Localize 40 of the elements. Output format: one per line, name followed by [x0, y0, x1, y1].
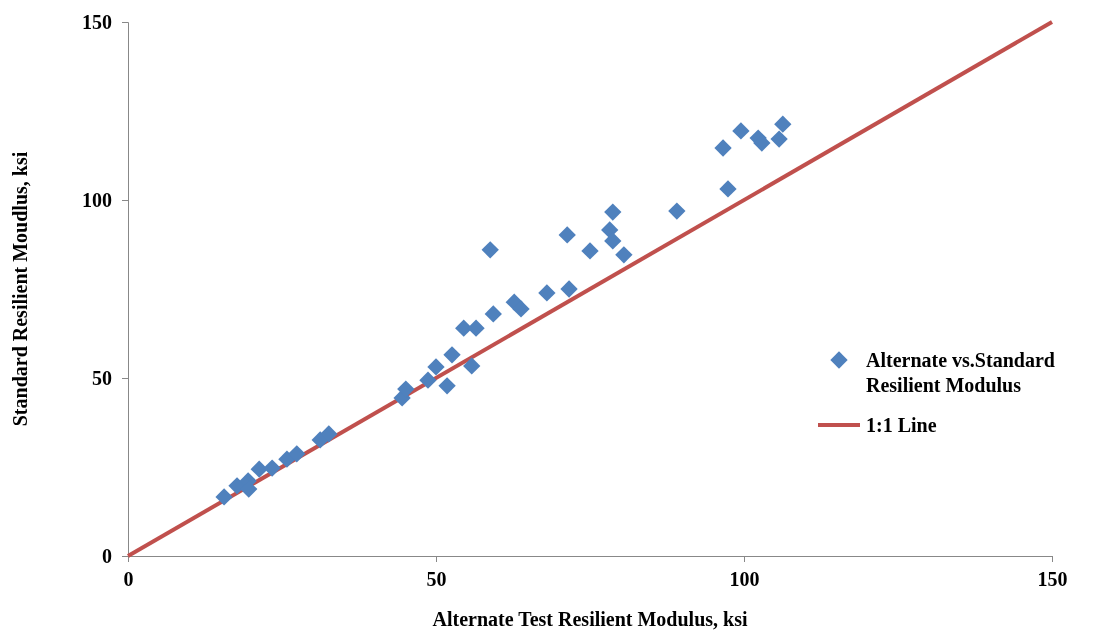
- point: [288, 445, 306, 463]
- point: [770, 130, 788, 148]
- point: [774, 115, 792, 133]
- point: [714, 139, 732, 157]
- point: [581, 242, 599, 260]
- point: [558, 226, 576, 244]
- legend-label: 1:1 Line: [866, 414, 937, 436]
- point: [427, 358, 445, 376]
- point: [397, 380, 415, 398]
- point: [463, 357, 481, 375]
- point: [512, 300, 530, 318]
- x-tick-label: 100: [729, 568, 760, 591]
- x-tick-label: 150: [1037, 568, 1068, 591]
- point: [538, 284, 556, 302]
- point: [263, 459, 281, 477]
- point: [601, 221, 619, 239]
- point: [419, 371, 437, 389]
- y-axis-title: Standard Resilient Moudlus, ksi: [9, 151, 31, 427]
- y-tick-label: 150: [82, 10, 112, 33]
- point: [250, 460, 268, 478]
- point: [732, 122, 750, 140]
- point: [615, 246, 633, 264]
- y-tick-label: 100: [82, 188, 112, 211]
- point: [604, 203, 622, 221]
- point: [481, 241, 499, 259]
- y-tick-label: 0: [102, 544, 112, 567]
- point: [438, 377, 456, 395]
- x-axis-title: Alternate Test Resilient Modulus, ksi: [432, 608, 748, 630]
- legend-label: Alternate vs.Standard Resilient Modulus: [866, 349, 1055, 396]
- point: [443, 346, 461, 364]
- x-tick-label: 50: [426, 568, 447, 591]
- point: [320, 425, 338, 443]
- x-tick-label: 0: [123, 568, 134, 591]
- point: [668, 202, 686, 220]
- point: [604, 232, 622, 250]
- point: [560, 280, 578, 298]
- y-tick-label: 50: [92, 366, 112, 389]
- point: [484, 305, 502, 323]
- point: [215, 488, 233, 506]
- point: [719, 180, 737, 198]
